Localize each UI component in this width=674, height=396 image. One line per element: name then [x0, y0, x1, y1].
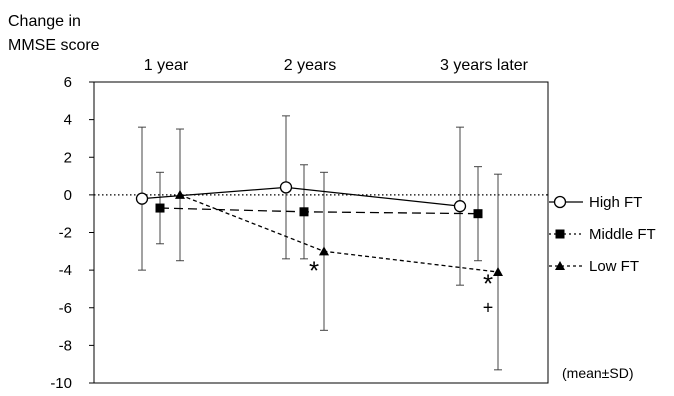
stat-note: (mean±SD) — [562, 365, 633, 381]
series-line — [179, 194, 499, 273]
legend-marker — [555, 229, 565, 239]
y-tick-label: 2 — [64, 149, 72, 166]
y-tick-label: -8 — [59, 337, 72, 354]
series-line — [141, 186, 461, 207]
x-category-label: 3 years later — [440, 57, 529, 74]
data-point — [319, 246, 329, 256]
data-point — [493, 267, 503, 277]
data-point — [279, 181, 293, 194]
data-point — [135, 192, 149, 205]
x-category-label: 1 year — [144, 57, 189, 74]
significance-mark: + — [483, 297, 494, 317]
data-point — [155, 203, 165, 213]
y-tick-label: 6 — [64, 74, 72, 91]
y-tick-label: 0 — [64, 187, 72, 204]
series-line — [159, 207, 479, 215]
legend-label: Middle FT — [589, 226, 656, 243]
legend-marker — [555, 261, 565, 270]
data-point — [473, 209, 483, 219]
plot-area — [93, 81, 549, 384]
y-tick-label: -6 — [59, 300, 72, 317]
y-axis-title-line-2: MMSE score — [8, 37, 100, 54]
legend-label: Low FT — [589, 258, 639, 275]
significance-mark: * — [309, 256, 319, 286]
data-point — [175, 189, 185, 199]
x-category-label: 2 years — [284, 57, 336, 74]
legend-marker — [553, 195, 567, 209]
data-point — [299, 207, 309, 217]
y-tick-label: 4 — [64, 112, 72, 129]
significance-mark: * — [483, 269, 493, 299]
y-tick-label: -2 — [59, 225, 72, 242]
y-tick-label: -4 — [59, 262, 72, 279]
y-tick-label: -10 — [50, 375, 72, 392]
y-axis-title-line-1: Change in — [8, 13, 81, 30]
legend-label: High FT — [589, 194, 642, 211]
data-point — [453, 200, 467, 213]
